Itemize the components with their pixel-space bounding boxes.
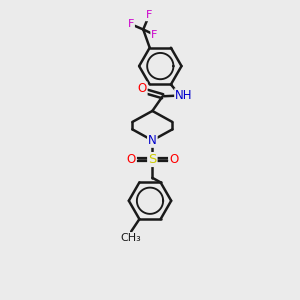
Text: N: N: [148, 134, 157, 147]
Text: O: O: [169, 153, 178, 166]
Text: O: O: [137, 82, 147, 95]
Text: CH₃: CH₃: [121, 233, 142, 243]
Text: F: F: [146, 10, 152, 20]
Text: F: F: [128, 19, 134, 29]
Text: NH: NH: [175, 89, 193, 102]
Text: O: O: [126, 153, 136, 166]
Text: F: F: [151, 30, 158, 40]
Text: S: S: [148, 153, 157, 166]
